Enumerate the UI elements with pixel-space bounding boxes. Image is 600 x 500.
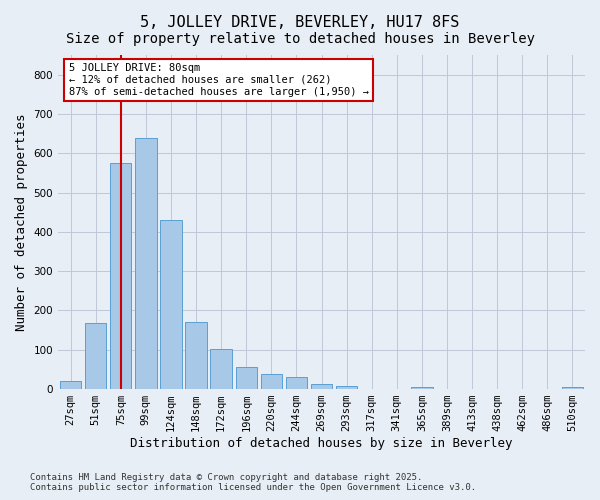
- Bar: [135, 138, 157, 389]
- X-axis label: Distribution of detached houses by size in Beverley: Distribution of detached houses by size …: [130, 437, 513, 450]
- Bar: [260, 374, 282, 389]
- Bar: [60, 381, 81, 389]
- Bar: [311, 384, 332, 389]
- Bar: [562, 387, 583, 389]
- Text: Size of property relative to detached houses in Beverley: Size of property relative to detached ho…: [65, 32, 535, 46]
- Bar: [211, 348, 232, 389]
- Text: 5, JOLLEY DRIVE, BEVERLEY, HU17 8FS: 5, JOLLEY DRIVE, BEVERLEY, HU17 8FS: [140, 15, 460, 30]
- Bar: [236, 368, 257, 389]
- Bar: [85, 323, 106, 389]
- Y-axis label: Number of detached properties: Number of detached properties: [15, 114, 28, 331]
- Bar: [110, 163, 131, 389]
- Text: 5 JOLLEY DRIVE: 80sqm
← 12% of detached houses are smaller (262)
87% of semi-det: 5 JOLLEY DRIVE: 80sqm ← 12% of detached …: [68, 64, 368, 96]
- Bar: [185, 322, 207, 389]
- Text: Contains HM Land Registry data © Crown copyright and database right 2025.
Contai: Contains HM Land Registry data © Crown c…: [30, 473, 476, 492]
- Bar: [411, 387, 433, 389]
- Bar: [160, 220, 182, 389]
- Bar: [286, 378, 307, 389]
- Bar: [336, 386, 357, 389]
